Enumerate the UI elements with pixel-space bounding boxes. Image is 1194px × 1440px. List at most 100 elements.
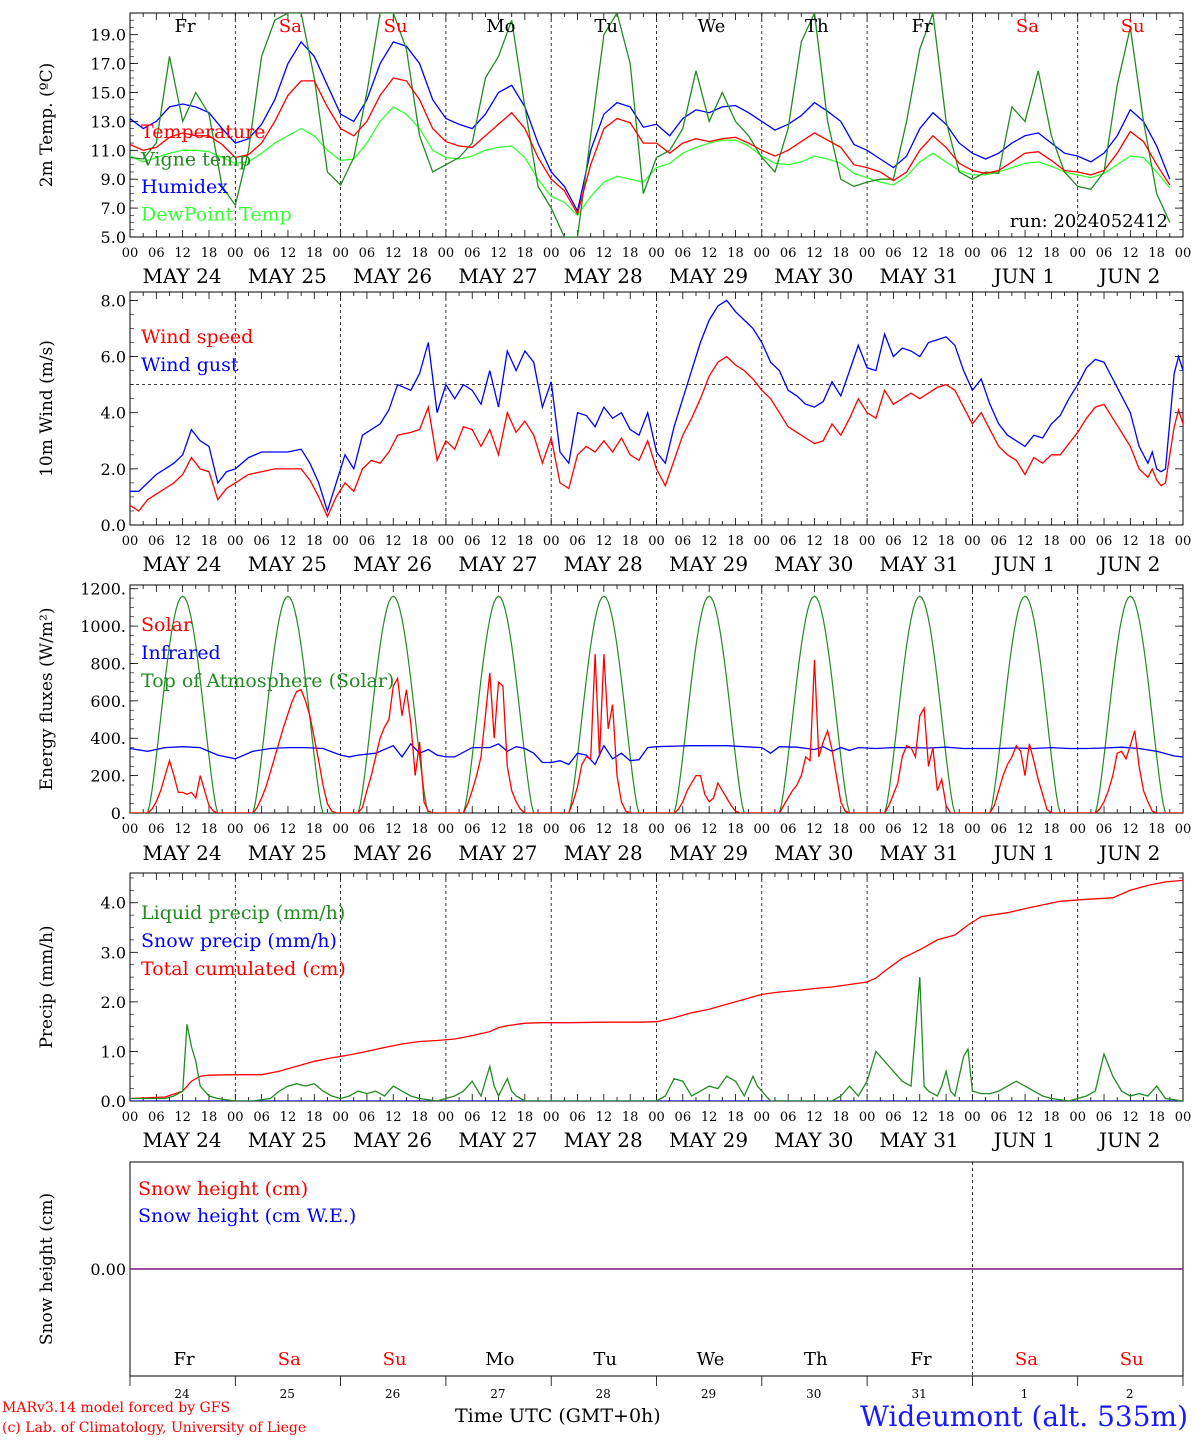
- hour-label: 06: [990, 534, 1007, 549]
- hour-label: 06: [359, 246, 376, 261]
- y-tick-label: 5.0: [101, 228, 126, 247]
- day-number: 26: [385, 1387, 400, 1401]
- hour-label: 00: [754, 822, 771, 837]
- hour-label: 00: [1069, 822, 1086, 837]
- hour-label: 00: [122, 822, 139, 837]
- hour-label: 06: [148, 1110, 165, 1125]
- hour-label: 06: [253, 822, 270, 837]
- legend-entry: Snow height (cm W.E.): [138, 1205, 356, 1227]
- hour-label: 00: [543, 534, 560, 549]
- hour-label: 00: [859, 246, 876, 261]
- date-label: MAY 28: [564, 552, 643, 576]
- hour-label: 06: [464, 822, 481, 837]
- hour-label: 00: [543, 246, 560, 261]
- hour-label: 12: [174, 1110, 191, 1125]
- hour-label: 00: [438, 1110, 455, 1125]
- hour-label: 00: [438, 246, 455, 261]
- series-line-liquid-precip-mm-h: [130, 977, 1183, 1101]
- weekday-label: Su: [1120, 1349, 1144, 1370]
- hour-label: 06: [780, 246, 797, 261]
- date-label: MAY 26: [353, 841, 432, 865]
- hour-label: 00: [332, 1110, 349, 1125]
- hour-label: 12: [806, 534, 823, 549]
- date-label: MAY 31: [880, 841, 959, 865]
- hour-label: 12: [596, 822, 613, 837]
- y-tick-label: 1000.: [80, 617, 126, 636]
- day-number: 1: [1021, 1387, 1029, 1401]
- weekday-label: Sa: [1016, 16, 1039, 37]
- hour-label: 06: [359, 822, 376, 837]
- hour-label: 06: [1096, 1110, 1113, 1125]
- y-tick-label: 2.0: [101, 993, 126, 1012]
- hour-label: 12: [701, 1110, 718, 1125]
- hour-label: 18: [201, 534, 218, 549]
- hour-label: 18: [938, 534, 955, 549]
- y-tick-label: 1200.: [80, 580, 126, 599]
- hour-label: 18: [517, 1110, 534, 1125]
- hour-label: 12: [911, 534, 928, 549]
- hour-label: 18: [727, 534, 744, 549]
- date-label: MAY 25: [248, 841, 327, 865]
- weekday-label: Fr: [911, 1349, 932, 1370]
- legend-entry: Solar: [141, 614, 193, 636]
- hour-label: 00: [964, 534, 981, 549]
- hour-label: 18: [833, 246, 850, 261]
- hour-label: 18: [727, 246, 744, 261]
- hour-label: 12: [174, 534, 191, 549]
- date-label: MAY 29: [669, 552, 748, 576]
- weekday-label: Th: [804, 1349, 828, 1370]
- hour-label: 06: [253, 1110, 270, 1125]
- day-number: 27: [490, 1387, 505, 1401]
- legend-entry: Liquid precip (mm/h): [141, 902, 345, 924]
- date-label: JUN 1: [992, 552, 1055, 576]
- date-label: MAY 26: [353, 264, 432, 288]
- hour-label: 06: [780, 822, 797, 837]
- hour-label: 18: [411, 246, 428, 261]
- date-label: JUN 2: [1097, 552, 1160, 576]
- date-label: MAY 28: [564, 841, 643, 865]
- hour-label: 06: [675, 246, 692, 261]
- legend-entry: Wind gust: [141, 354, 239, 376]
- hour-label: 18: [411, 534, 428, 549]
- hour-label: 06: [359, 534, 376, 549]
- hour-label: 18: [727, 1110, 744, 1125]
- hour-label: 06: [780, 534, 797, 549]
- y-tick-label: 9.0: [101, 170, 126, 189]
- y-tick-label: 7.0: [101, 199, 126, 218]
- hour-label: 00: [1069, 1110, 1086, 1125]
- hour-label: 00: [332, 534, 349, 549]
- hour-label: 18: [411, 1110, 428, 1125]
- hour-label: 12: [174, 246, 191, 261]
- hour-label: 06: [675, 1110, 692, 1125]
- hour-label: 00: [227, 246, 244, 261]
- time-axis-label: Time UTC (GMT+0h): [455, 1405, 661, 1427]
- hour-label: 12: [806, 1110, 823, 1125]
- y-tick-label: 19.0: [90, 26, 126, 45]
- legend-entry: Snow precip (mm/h): [141, 930, 337, 952]
- hour-label: 00: [648, 534, 665, 549]
- y-tick-label: 17.0: [90, 55, 126, 74]
- hour-label: 18: [517, 246, 534, 261]
- hour-label: 00: [648, 246, 665, 261]
- day-number: 28: [596, 1387, 611, 1401]
- hour-label: 12: [911, 1110, 928, 1125]
- y-tick-label: 6.0: [101, 348, 126, 367]
- y-axis-label: 10m Wind (m/s): [37, 340, 57, 477]
- series-line-top-of-atmosphere: [130, 595, 1183, 813]
- hour-label: 12: [490, 822, 507, 837]
- date-label: MAY 27: [458, 1128, 537, 1152]
- hour-label: 06: [569, 822, 586, 837]
- hour-label: 06: [148, 246, 165, 261]
- legend-entry: Vigne temp: [140, 149, 251, 171]
- y-tick-label: 0.0: [101, 1092, 126, 1111]
- legend-entry: Temperature: [141, 121, 265, 143]
- day-number: 31: [911, 1387, 926, 1401]
- hour-label: 12: [490, 246, 507, 261]
- day-number: 24: [174, 1387, 190, 1401]
- series-line-total-cumulated-cm: [130, 879, 1183, 1100]
- date-label: MAY 30: [774, 264, 853, 288]
- legend-entry: Total cumulated (cm): [141, 958, 346, 980]
- date-label: MAY 29: [669, 841, 748, 865]
- weekday-label: Mo: [485, 1349, 514, 1370]
